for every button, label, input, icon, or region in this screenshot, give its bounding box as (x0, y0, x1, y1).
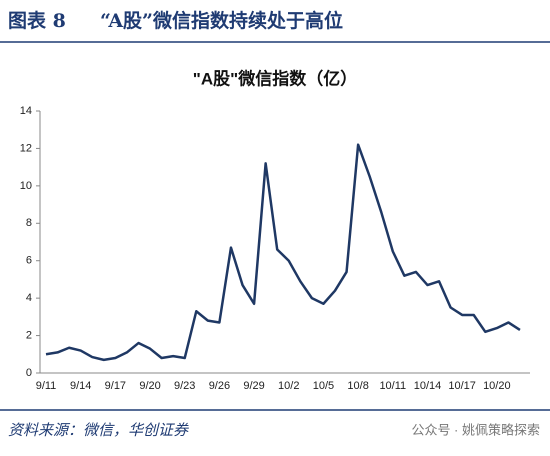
x-tick-label: 10/11 (379, 380, 406, 392)
header-label: 图表 8 (8, 9, 66, 32)
x-tick-label: 9/20 (139, 380, 160, 392)
y-tick-label: 14 (20, 105, 32, 117)
x-tick-label: 10/20 (483, 380, 511, 392)
x-tick-label: 9/29 (243, 380, 264, 392)
y-tick-label: 12 (20, 142, 32, 154)
x-tick-label: 9/11 (36, 380, 57, 392)
watermark: 公众号 · 姚佩策略探索 (411, 422, 540, 437)
x-tick-label: 9/17 (105, 380, 126, 392)
y-tick-label: 2 (26, 329, 32, 341)
y-tick-label: 6 (26, 255, 32, 267)
x-tick-label: 9/23 (174, 380, 195, 392)
x-tick-label: 10/14 (414, 380, 442, 392)
x-tick-label: 10/5 (313, 380, 334, 392)
x-tick-label: 10/17 (448, 380, 476, 392)
y-tick-label: 0 (26, 367, 32, 379)
source: 资料来源：微信，华创证券 (8, 422, 189, 439)
x-tick-label: 10/8 (347, 380, 368, 392)
y-tick-label: 8 (26, 217, 32, 229)
x-tick-label: 10/2 (278, 380, 299, 392)
y-tick-label: 10 (20, 180, 32, 192)
y-tick-label: 4 (26, 292, 32, 304)
x-tick-label: 9/14 (70, 380, 91, 392)
header-title: “A股”微信指数持续处于高位 (100, 9, 343, 32)
x-tick-label: 9/26 (209, 380, 230, 392)
chart-title: "A股"微信指数（亿） (193, 68, 357, 88)
line (45, 143, 521, 362)
